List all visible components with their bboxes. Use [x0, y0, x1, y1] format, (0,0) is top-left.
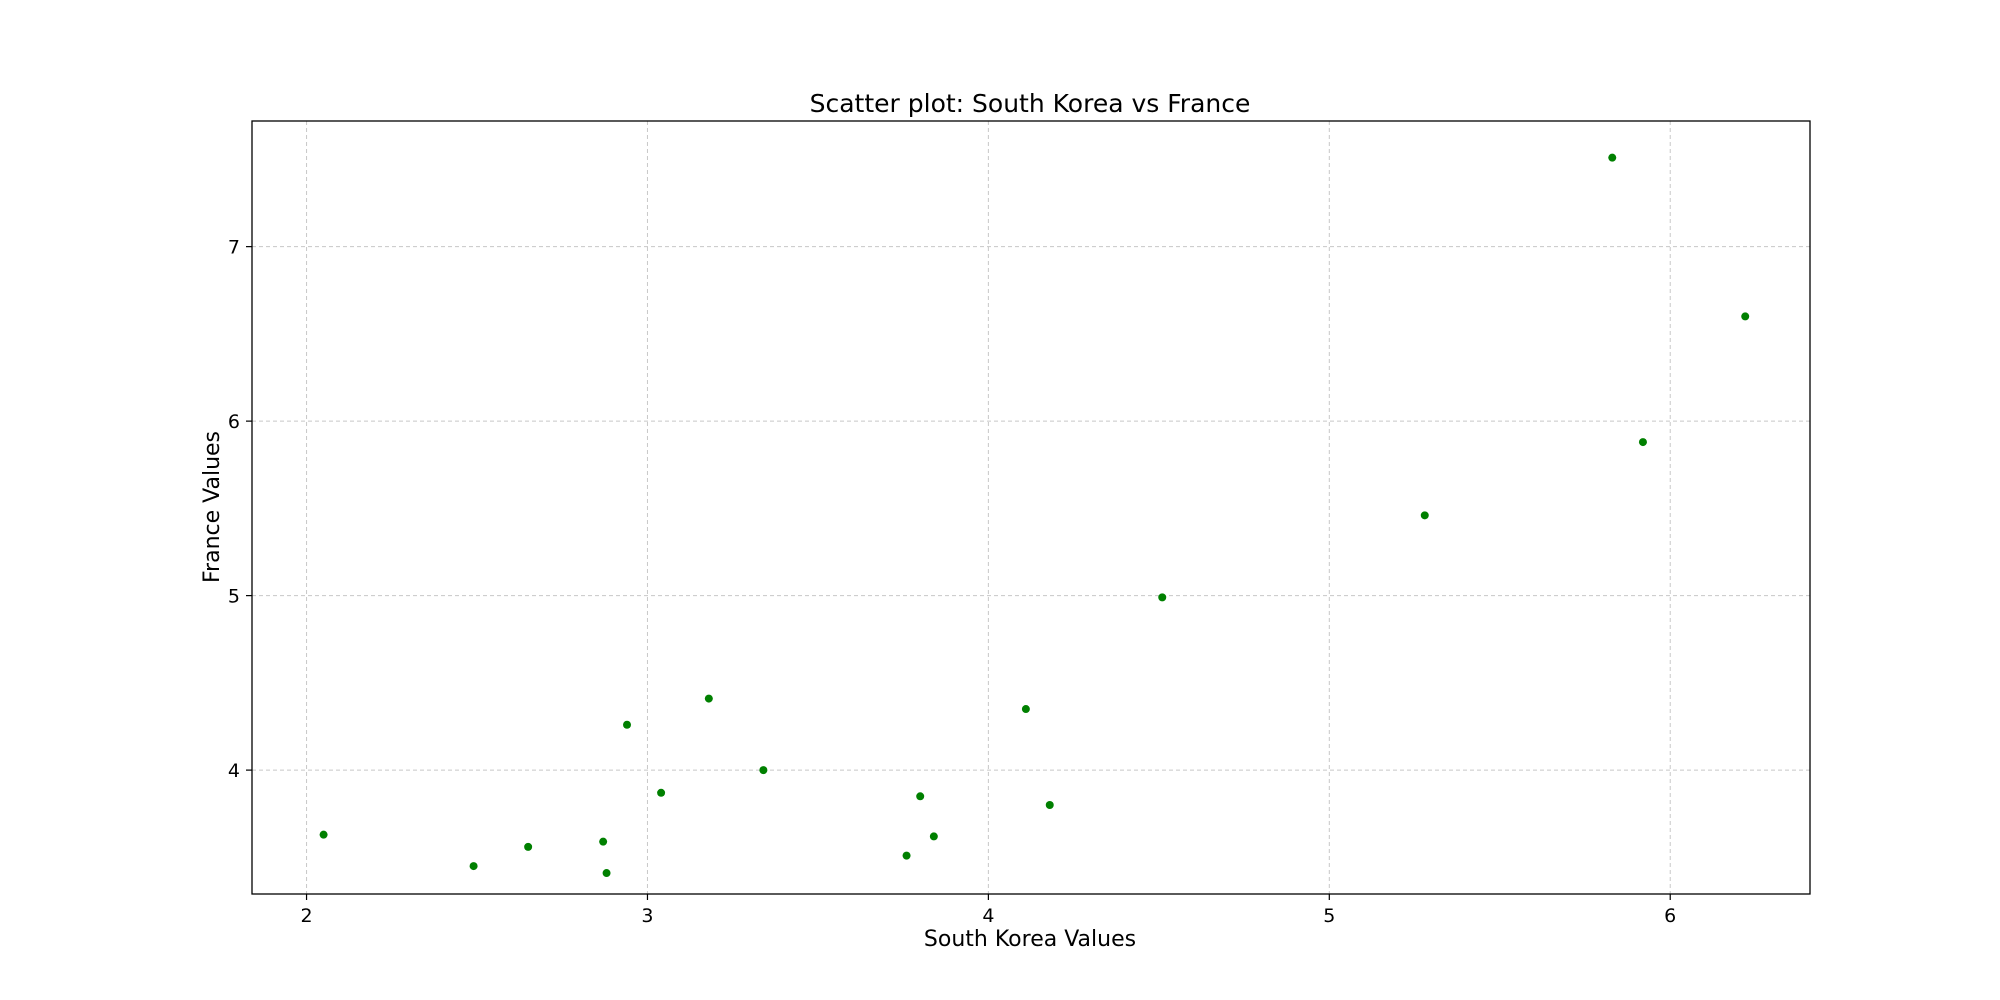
- x-tick-label: 3: [641, 905, 653, 927]
- data-point: [1638, 438, 1647, 447]
- y-tick-label: 6: [228, 411, 240, 433]
- x-axis-label: South Korea Values: [924, 927, 1136, 952]
- data-point: [916, 792, 925, 801]
- data-point: [1158, 593, 1167, 602]
- x-tick-label: 5: [1323, 905, 1335, 927]
- y-tick-label: 7: [228, 237, 240, 259]
- data-point: [623, 720, 632, 729]
- x-tick-label: 4: [982, 905, 994, 927]
- data-point: [704, 694, 713, 703]
- plot-area-frame: [251, 120, 1811, 895]
- y-tick-label: 5: [228, 586, 240, 608]
- grid-lines: [252, 121, 1810, 894]
- data-point: [524, 842, 533, 851]
- data-point: [599, 837, 608, 846]
- data-point: [759, 766, 768, 775]
- data-point: [902, 851, 911, 860]
- data-point: [469, 862, 478, 871]
- data-points: [319, 153, 1750, 878]
- data-point: [602, 869, 611, 878]
- x-tick-label: 6: [1664, 905, 1676, 927]
- axis-ticks: 2 3 4 5 6 4 5 6 7: [228, 237, 1676, 927]
- data-point: [1021, 705, 1030, 714]
- y-tick-label: 4: [228, 760, 240, 782]
- data-point: [929, 832, 938, 841]
- data-point: [1045, 801, 1054, 810]
- data-point: [657, 788, 666, 797]
- data-point: [319, 830, 328, 839]
- data-point: [1420, 511, 1429, 520]
- x-tick-label: 2: [301, 905, 313, 927]
- data-point: [1608, 153, 1617, 162]
- y-axis-label: France Values: [200, 431, 225, 583]
- chart-title: Scatter plot: South Korea vs France: [810, 89, 1251, 118]
- data-point: [1741, 312, 1750, 321]
